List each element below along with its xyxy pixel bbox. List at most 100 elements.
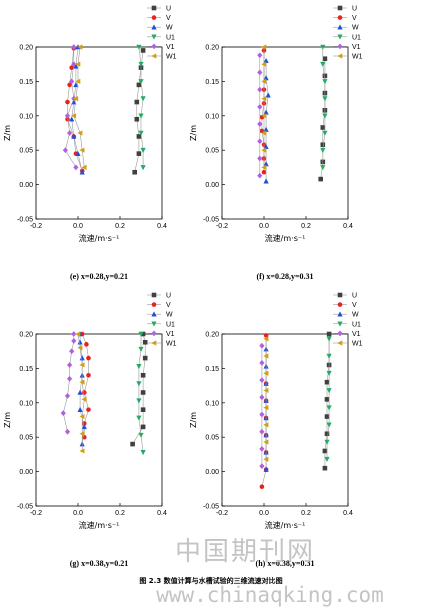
data-point-w [263, 57, 269, 64]
data-point-w [71, 133, 77, 139]
y-tick-label: 0.00 [205, 182, 219, 189]
data-point-u [318, 176, 323, 182]
data-point-v1 [257, 172, 263, 179]
legend-label-u: U [166, 293, 171, 300]
legend-marker-v1 [151, 43, 157, 50]
y-tick-label: 0.20 [19, 45, 33, 52]
legend-marker-w1 [151, 53, 157, 59]
data-point-v1 [257, 121, 263, 127]
data-point-u [320, 125, 326, 130]
data-point-u1 [326, 353, 332, 359]
series-line-w [79, 334, 85, 445]
data-point-w1 [79, 448, 85, 454]
data-point-u [322, 448, 328, 454]
data-point-u1 [320, 61, 326, 67]
data-point-v1 [67, 130, 73, 136]
y-tick-label: 0.20 [205, 45, 219, 52]
data-point-v1 [259, 411, 265, 418]
x-tick-label: 0.0 [73, 510, 83, 517]
data-point-w1 [263, 456, 269, 462]
legend-marker-v1 [151, 330, 157, 337]
data-point-v1 [257, 138, 263, 145]
data-point-u [324, 397, 330, 402]
series-line-w [265, 60, 269, 182]
legend-marker-v [337, 15, 343, 20]
data-point-u1 [138, 346, 144, 352]
data-point-w [263, 75, 269, 81]
data-point-u [140, 407, 146, 412]
data-point-v1 [64, 393, 71, 399]
data-point-v1 [73, 164, 79, 171]
data-point-u1 [140, 147, 146, 153]
legend-label-v1: V1 [166, 331, 175, 338]
data-point-w1 [81, 396, 87, 402]
legend-marker-v1 [337, 43, 343, 50]
data-point-u [322, 73, 328, 79]
data-point-v [69, 65, 74, 70]
legend-marker-w1 [337, 53, 343, 59]
y-axis-label: Z/m [3, 125, 12, 141]
y-tick-label: -0.05 [17, 504, 33, 511]
data-point-w1 [71, 113, 77, 119]
legend-label-w1: W1 [166, 54, 177, 61]
y-tick-label: -0.05 [203, 504, 219, 511]
data-point-w [69, 116, 75, 122]
legend-marker-v [151, 15, 157, 20]
data-point-v [65, 99, 70, 105]
data-point-u1 [140, 165, 146, 171]
data-point-v [82, 390, 87, 395]
data-point-u1 [320, 44, 326, 50]
data-point-u1 [322, 79, 328, 85]
data-point-v1 [257, 103, 263, 110]
data-point-w [77, 406, 83, 412]
legend-label-u: U [352, 293, 357, 300]
data-point-w [75, 150, 81, 156]
y-tick-label: 0.20 [205, 332, 219, 339]
data-point-u [320, 142, 326, 147]
legend-label-v: V [352, 15, 357, 22]
data-point-u1 [324, 439, 330, 445]
x-tick-label: -0.2 [216, 510, 228, 517]
data-point-w1 [77, 44, 83, 50]
data-point-w1 [73, 96, 79, 102]
data-point-u1 [326, 405, 332, 411]
data-point-u [142, 339, 148, 345]
data-point-w1 [79, 379, 85, 385]
legend-label-w1: W1 [352, 54, 363, 61]
data-point-v1 [257, 52, 263, 59]
data-point-v [67, 82, 72, 88]
data-point-u1 [136, 398, 142, 404]
y-axis-label: Z/m [189, 125, 198, 141]
legend-label-w: W [166, 312, 173, 319]
data-point-w [79, 355, 85, 361]
data-point-v [84, 342, 89, 347]
data-point-w1 [79, 431, 85, 437]
legend-label-u1: U1 [352, 34, 361, 41]
x-tick-label: 0.2 [115, 510, 125, 517]
data-point-u1 [320, 165, 326, 171]
data-point-v1 [71, 44, 77, 50]
data-point-v [259, 484, 265, 490]
data-point-w [263, 178, 269, 184]
data-point-u1 [138, 130, 144, 136]
data-point-w [263, 161, 269, 167]
legend-label-u1: U1 [166, 321, 175, 328]
y-tick-label: 0.15 [205, 79, 219, 86]
x-axis-label: 流速/m·s⁻¹ [265, 233, 306, 243]
data-point-w [79, 169, 85, 175]
series-line-v1 [62, 334, 75, 432]
data-point-u1 [140, 96, 146, 102]
data-point-w [81, 424, 87, 430]
series-line-u1 [322, 47, 326, 168]
data-point-w1 [261, 96, 267, 102]
x-tick-label: -0.2 [30, 510, 42, 517]
plot-frame [221, 46, 349, 220]
legend-label-w1: W1 [352, 341, 363, 348]
data-point-u1 [136, 415, 142, 421]
data-point-v1 [259, 394, 265, 401]
data-point-u [326, 331, 332, 337]
data-point-u1 [138, 61, 144, 67]
data-point-v1 [64, 112, 71, 119]
data-point-u1 [138, 331, 144, 337]
y-tick-label: 0.10 [205, 400, 219, 407]
